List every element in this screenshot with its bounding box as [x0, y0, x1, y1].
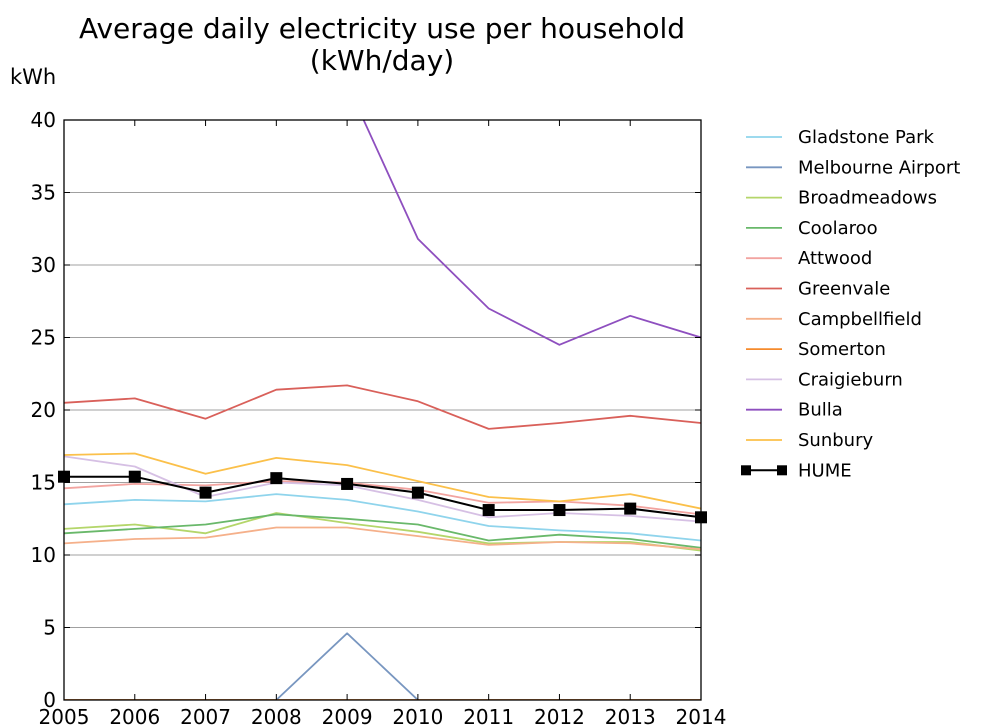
x-tick-label: 2007 — [180, 705, 231, 728]
x-tick-label: 2014 — [676, 705, 727, 728]
legend: Gladstone Park Melbourne Airport Broadmead… — [741, 127, 960, 481]
y-tick-label: 10 — [31, 543, 56, 567]
hume-marker — [624, 502, 637, 515]
hume-marker — [553, 504, 566, 517]
legend-item-melbourne-airport: Melbourne Airport — [746, 157, 960, 178]
legend-label: HUME — [798, 460, 852, 481]
chart-subtitle: (kWh/day) — [310, 44, 454, 77]
y-tick-label: 5 — [43, 616, 56, 640]
y-ticks: 0 5 10 15 20 25 30 35 40 — [31, 108, 701, 712]
x-tick-label: 2008 — [251, 705, 302, 728]
hume-marker — [695, 511, 707, 524]
series-line-gladstone-park — [64, 493, 701, 542]
legend-item-bulla: Bulla — [746, 400, 843, 421]
legend-label: Melbourne Airport — [798, 157, 960, 178]
legend-item-broadmeadows: Broadmeadows — [746, 188, 937, 209]
grid — [64, 192, 701, 628]
legend-marker — [741, 465, 751, 476]
y-tick-label: 35 — [31, 181, 56, 205]
hume-marker — [58, 470, 70, 483]
series-line-sunbury — [64, 452, 701, 510]
chart-title: Average daily electricity use per househ… — [79, 12, 685, 45]
x-tick-label: 2012 — [534, 705, 585, 728]
y-tick-label: 0 — [43, 688, 56, 712]
hume-marker — [199, 486, 212, 499]
series-line-campbellfield — [64, 526, 701, 551]
legend-item-somerton: Somerton — [746, 339, 886, 360]
legend-label: Somerton — [798, 339, 886, 360]
legend-label: Campbellfield — [798, 309, 922, 330]
legend-marker — [777, 465, 787, 476]
hume-marker — [411, 486, 424, 499]
x-tick-label: 2013 — [605, 705, 656, 728]
legend-label: Sunbury — [798, 430, 873, 451]
series-line-coolaroo — [64, 513, 701, 549]
legend-item-hume: HUME — [741, 460, 852, 481]
legend-item-gladstone-park: Gladstone Park — [746, 127, 935, 148]
legend-label: Attwood — [798, 248, 872, 269]
hume-marker — [341, 477, 354, 490]
hume-markers — [58, 470, 707, 524]
hume-marker — [482, 504, 495, 517]
legend-item-coolaroo: Coolaroo — [746, 218, 878, 239]
hume-marker — [270, 472, 283, 485]
legend-label: Coolaroo — [798, 218, 878, 239]
series-line-melbourne-airport — [64, 632, 701, 700]
y-tick-label: 15 — [31, 471, 56, 495]
legend-label: Greenvale — [798, 279, 890, 300]
legend-label: Bulla — [798, 400, 843, 421]
series-line-hume — [64, 475, 701, 519]
x-tick-label: 2005 — [39, 705, 90, 728]
x-tick-label: 2009 — [322, 705, 373, 728]
hume-marker — [128, 470, 141, 483]
x-tick-label: 2006 — [109, 705, 160, 728]
x-tick-label: 2010 — [392, 705, 443, 728]
legend-item-craigieburn: Craigieburn — [746, 369, 903, 390]
series-group — [64, 120, 701, 700]
series-line-craigieburn — [64, 455, 701, 523]
legend-item-sunbury: Sunbury — [746, 430, 873, 451]
legend-item-greenvale: Greenvale — [746, 279, 890, 300]
legend-label: Craigieburn — [798, 369, 903, 390]
x-tick-label: 2011 — [463, 705, 514, 728]
series-line-greenvale — [64, 384, 701, 430]
legend-label: Broadmeadows — [798, 188, 937, 209]
legend-label: Gladstone Park — [798, 127, 935, 148]
y-tick-label: 30 — [31, 253, 56, 277]
y-tick-label: 40 — [31, 108, 56, 132]
x-ticks: 2005 2006 2007 2008 2009 2010 2011 2012 2013 2014 — [39, 120, 727, 728]
series-line-bulla — [362, 120, 701, 346]
y-axis-label: kWh — [10, 65, 56, 89]
y-tick-label: 20 — [31, 398, 56, 422]
legend-item-campbellfield: Campbellfield — [746, 309, 922, 330]
legend-item-attwood: Attwood — [746, 248, 872, 269]
y-tick-label: 25 — [31, 326, 56, 350]
